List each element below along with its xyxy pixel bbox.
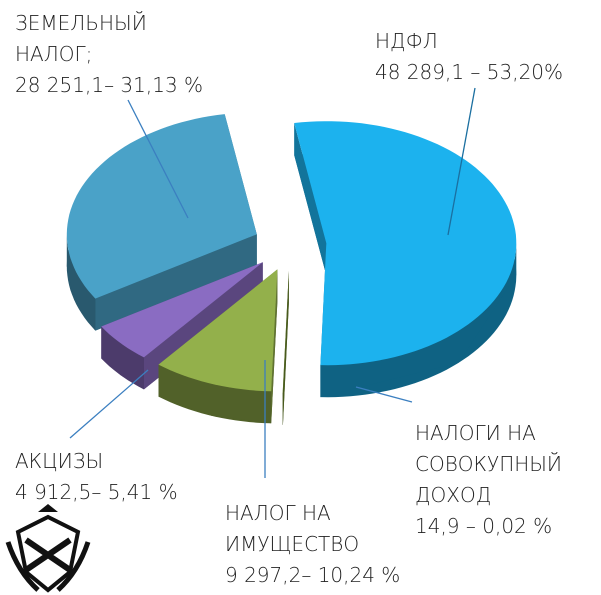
leader-line bbox=[355, 386, 413, 403]
slice-top bbox=[294, 121, 517, 366]
slice bbox=[158, 269, 278, 424]
slice-label: НАЛОГ НА ИМУЩЕСТВО 9 297,2– 10,24 % bbox=[225, 498, 425, 591]
slice-top bbox=[282, 270, 289, 393]
slice-wall bbox=[95, 234, 257, 331]
slice-top bbox=[101, 262, 263, 358]
slice-label: ЗЕМЕЛЬНЫЙ НАЛОГ; 28 251,1– 31,13 % bbox=[15, 8, 204, 101]
category-label: НДФЛ bbox=[375, 29, 438, 53]
slice bbox=[66, 114, 257, 331]
emblem bbox=[5, 504, 91, 593]
slice-wall bbox=[282, 270, 289, 425]
slice-label: АКЦИЗЫ 4 912,5– 5,41 % bbox=[15, 446, 215, 508]
category-label: НАЛОГИ НА СОВОКУПНЫЙ ДОХОД bbox=[415, 421, 563, 507]
slice-side bbox=[158, 364, 272, 424]
category-label: НАЛОГ НА ИМУЩЕСТВО bbox=[225, 501, 360, 556]
category-label: ЗЕМЕЛЬНЫЙ НАЛОГ; bbox=[15, 11, 147, 66]
value-label: 14,9 – 0,02 % bbox=[415, 514, 553, 538]
slice bbox=[294, 121, 517, 398]
slice bbox=[282, 270, 289, 425]
slice-side bbox=[66, 234, 96, 331]
slice-top bbox=[66, 114, 257, 299]
slice-wall bbox=[294, 122, 327, 276]
slice-label: НДФЛ 48 289,1 – 53,20% bbox=[375, 26, 595, 88]
value-label: 48 289,1 – 53,20% bbox=[375, 60, 564, 84]
slice-side bbox=[101, 326, 144, 390]
slice-label: НАЛОГИ НА СОВОКУПНЫЙ ДОХОД 14,9 – 0,02 % bbox=[415, 418, 595, 542]
category-label: АКЦИЗЫ bbox=[15, 449, 104, 473]
leader-line bbox=[127, 99, 189, 219]
leader-line bbox=[69, 369, 149, 439]
slice-side bbox=[320, 243, 517, 398]
value-label: 28 251,1– 31,13 % bbox=[15, 73, 204, 97]
slice-wall bbox=[271, 269, 278, 424]
leader-line bbox=[447, 87, 476, 236]
slice-top bbox=[158, 269, 278, 392]
value-label: 9 297,2– 10,24 % bbox=[225, 563, 401, 587]
value-label: 4 912,5– 5,41 % bbox=[15, 480, 178, 504]
